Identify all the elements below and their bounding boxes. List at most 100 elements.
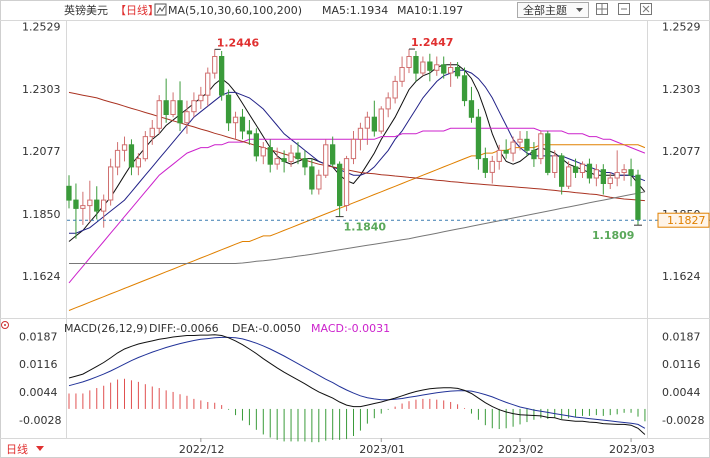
candle-body xyxy=(628,169,634,176)
candle-body xyxy=(600,169,607,184)
ma-indicator-icon[interactable] xyxy=(154,3,167,16)
macd-value-readout: MACD:-0.0031 xyxy=(311,322,390,335)
candle xyxy=(448,62,454,87)
candle-body xyxy=(364,116,371,129)
candle xyxy=(545,131,551,176)
candle xyxy=(586,158,593,184)
candle xyxy=(399,56,405,87)
candle-body xyxy=(225,94,232,124)
candle xyxy=(427,53,433,82)
candle xyxy=(149,120,155,145)
candle xyxy=(337,161,343,217)
candle-body xyxy=(510,141,516,154)
candle-body xyxy=(302,158,308,168)
price-axis: 1.2529 1.2529 1.2303 1.2303 1.2077 1.2077 1.18… xyxy=(22,20,701,283)
macd-tick-label-right: -0.0028 xyxy=(662,414,704,427)
candles xyxy=(66,49,641,239)
period-button[interactable]: 日线 xyxy=(6,442,44,456)
candle xyxy=(350,131,357,165)
candle-body xyxy=(274,158,280,165)
time-tick-label: 2023/02 xyxy=(498,443,544,456)
candle-body xyxy=(572,166,579,173)
macd-tick-label-right: 0.0044 xyxy=(662,386,701,399)
candle xyxy=(232,111,239,140)
candle-body xyxy=(531,149,537,160)
candle-body xyxy=(135,158,141,168)
candle xyxy=(413,50,419,82)
candle-body xyxy=(66,185,72,201)
candle-body xyxy=(212,56,218,74)
macd-tick-label-left: 0.0187 xyxy=(19,331,58,344)
candle-body xyxy=(163,100,169,115)
candle-body xyxy=(371,116,378,132)
collapse-icon[interactable] xyxy=(618,3,630,15)
candle xyxy=(101,194,107,228)
candle-body xyxy=(253,133,259,157)
candle xyxy=(552,150,558,178)
candle xyxy=(461,67,468,107)
candle xyxy=(87,180,93,223)
candle-body xyxy=(267,147,273,165)
candle xyxy=(205,67,211,107)
candle-body xyxy=(434,64,440,71)
candle xyxy=(378,106,384,134)
candle-body xyxy=(621,169,627,173)
macd-tick-label-right: 0.0116 xyxy=(662,358,701,371)
candle xyxy=(434,56,440,76)
candle xyxy=(330,136,336,167)
ma-indicator-label: MA(5,10,30,60,100,200) xyxy=(168,4,302,17)
macd-diff-line xyxy=(68,334,646,435)
candle xyxy=(267,139,273,173)
candle-body xyxy=(468,100,475,118)
candle-body xyxy=(441,64,447,74)
time-tick-label: 2022/12 xyxy=(179,443,225,456)
settings-icon[interactable] xyxy=(1,321,9,329)
candle xyxy=(593,164,600,187)
candle xyxy=(163,78,169,123)
candle xyxy=(295,142,301,165)
candle xyxy=(614,150,620,187)
candle xyxy=(510,136,516,162)
candle xyxy=(357,122,364,151)
high-annotation: 1.2446 xyxy=(214,36,260,50)
candle-body xyxy=(593,169,600,179)
candle-body xyxy=(586,163,593,179)
ma-line-ma200 xyxy=(69,191,645,264)
grid-icon[interactable] xyxy=(596,3,608,15)
close-icon[interactable] xyxy=(640,3,652,15)
price-tick-label-right: 1.2529 xyxy=(662,20,701,33)
candle xyxy=(503,139,509,159)
candle-body xyxy=(246,130,253,135)
candle xyxy=(579,161,586,178)
candle xyxy=(600,164,607,195)
candle-body xyxy=(475,116,482,160)
candle xyxy=(468,86,475,123)
candle-body xyxy=(496,149,502,162)
high-price-label: 1.2447 xyxy=(411,36,453,49)
candle xyxy=(212,49,218,79)
candle-body xyxy=(566,166,572,187)
candle xyxy=(517,131,523,151)
candle-body xyxy=(399,67,405,82)
time-tick-label: 2023/01 xyxy=(359,443,405,456)
macd-plot xyxy=(68,334,646,443)
price-tick-label-left: 1.2303 xyxy=(22,83,61,96)
candle-body xyxy=(392,80,398,99)
chevron-down-icon xyxy=(576,8,583,12)
candle-body xyxy=(448,67,454,74)
candle xyxy=(531,142,537,167)
ma5-readout: MA5:1.1934 xyxy=(322,4,388,17)
candle xyxy=(309,158,315,195)
theme-dropdown[interactable]: 全部主题 xyxy=(517,2,589,18)
candle-body xyxy=(239,116,246,132)
candle xyxy=(441,56,447,79)
chevron-down-icon xyxy=(36,446,44,451)
candle-body xyxy=(406,56,412,68)
candle-body xyxy=(316,174,322,190)
candle xyxy=(142,131,148,162)
candle xyxy=(316,169,322,195)
candle xyxy=(628,158,634,187)
candle-body xyxy=(489,160,495,173)
candle-body xyxy=(330,144,336,165)
candle-body xyxy=(461,75,468,102)
